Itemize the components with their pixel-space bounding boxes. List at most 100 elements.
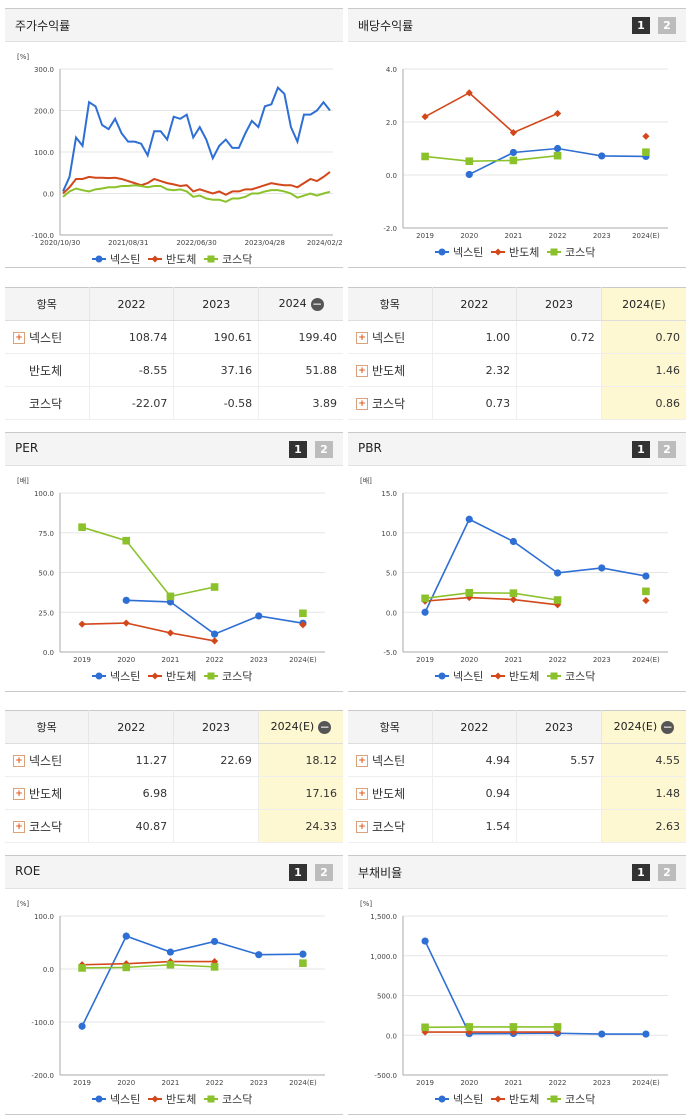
tab-1[interactable]: 1 [289,864,307,881]
collapse-icon[interactable]: − [661,719,675,734]
data-point-b [421,113,429,121]
tab-2[interactable]: 2 [315,864,333,881]
legend-item-c: 코스닥 [547,1093,595,1106]
tab-2[interactable]: 2 [315,441,333,458]
table-header-cell: 2022 [431,710,517,744]
svg-text:넥스틴: 넥스틴 [453,670,483,683]
table-cell: 3.89 [258,386,343,420]
header-label: 2023 [202,720,230,734]
table-cell: 0.73 [431,386,517,420]
y-tick-label: 0.0 [386,609,397,617]
row-label: + 코스닥 [5,809,89,843]
legend-item-c: 코스닥 [204,670,252,683]
header-label: 항목 [36,721,57,734]
expand-icon[interactable]: + [356,332,368,344]
x-tick-label: 2024(E) [632,232,660,240]
table-cell: 18.12 [257,743,343,777]
table-row: + 넥스틴 1.00 0.72 0.70 [348,320,686,354]
unit-label: [%] [360,900,372,908]
legend-item-b: 반도체 [491,246,539,259]
header-label: 2022 [460,720,489,734]
expand-icon[interactable]: + [356,755,368,767]
data-point-b [421,1028,429,1036]
table-cell: 5.57 [516,743,602,777]
expand-icon[interactable]: + [13,821,25,833]
legend-item-a: 넥스틴 [435,670,483,683]
x-tick-label: 2022 [549,656,567,664]
series-line-b [424,91,558,134]
data-point-c [509,156,518,165]
table-header-cell: 2023 [516,710,602,744]
table-header-cell: 항목 [5,287,90,321]
expand-icon[interactable]: + [13,788,25,800]
legend-item-c: 코스닥 [204,253,252,266]
expand-icon[interactable]: + [13,755,25,767]
y-tick-label: 0.0 [386,172,397,180]
x-tick-label: 2022 [549,1079,567,1087]
tab-1[interactable]: 1 [632,441,650,458]
y-tick-label: 300.0 [34,66,54,74]
series-line-b [62,171,331,196]
table-row: + 코스닥 1.54 2.63 [348,809,686,843]
table-cell: 1.54 [431,809,517,843]
legend-item-b: 반도체 [148,1093,196,1106]
legend-item-b: 반도체 [491,1093,539,1106]
data-point-b [78,620,86,628]
table-cell: 0.86 [600,386,686,420]
expand-icon[interactable]: + [356,821,368,833]
header-label: 항목 [379,298,400,311]
table-cell [173,809,259,843]
legend-item-b: 반도체 [148,670,196,683]
expand-icon[interactable]: + [356,398,368,410]
panel-header: 주가수익률 [5,9,343,42]
y-tick-label: 10.0 [381,530,397,538]
table-cell: 37.16 [173,353,259,387]
series-line-b [82,960,215,966]
unit-label: [배] [17,476,29,485]
data-point-c [465,157,474,166]
tab-1[interactable]: 1 [632,864,650,881]
data-point-b [553,109,562,118]
x-tick-label: 2023 [250,1079,268,1087]
panel-header: 부채비율 1 2 [348,856,686,889]
collapse-icon[interactable]: − [318,719,332,734]
header-label: 항목 [379,721,400,734]
x-tick-label: 2021 [505,232,523,240]
y-tick-label: 100.0 [34,913,54,921]
data-point-a [509,537,518,546]
x-tick-label: 2023/04/28 [245,239,285,247]
table-header-cell: 항목 [348,287,433,321]
expand-icon[interactable]: + [13,332,25,344]
tab-2[interactable]: 2 [658,441,676,458]
data-point-a [598,1030,606,1038]
data-point-c [421,594,429,603]
table-row: + 넥스틴 11.27 22.69 18.12 [5,743,343,777]
tab-2[interactable]: 2 [658,17,676,34]
y-tick-label: 0.0 [43,966,54,974]
row-label: + 코스닥 [348,386,433,420]
y-tick-label: 4.0 [386,66,397,74]
expand-icon[interactable]: + [356,365,368,377]
legend-item-c: 코스닥 [547,670,595,683]
expand-icon[interactable]: + [356,788,368,800]
row-label: 코스닥 [5,386,90,420]
panel-title: 부채비율 [358,866,403,880]
tab-2[interactable]: 2 [658,864,676,881]
data-point-c [642,587,650,596]
tab-1[interactable]: 1 [632,17,650,34]
x-tick-label: 2021 [162,656,180,664]
tab-1[interactable]: 1 [289,441,307,458]
collapse-icon[interactable]: − [310,296,324,311]
table-cell: 190.61 [173,320,259,354]
y-tick-label: 500.0 [377,993,397,1001]
table-row: + 반도체 6.98 17.16 [5,776,343,810]
svg-text:코스닥: 코스닥 [565,1093,595,1106]
table-header-cell: 2024(E) − [600,710,686,744]
table-cell: 4.94 [431,743,517,777]
unit-label: [%] [17,53,29,61]
table-cell: 108.74 [88,320,174,354]
x-tick-label: 2019 [416,1079,434,1087]
panel-title: 배당수익률 [358,19,414,33]
y-tick-label: 75.0 [38,530,54,538]
